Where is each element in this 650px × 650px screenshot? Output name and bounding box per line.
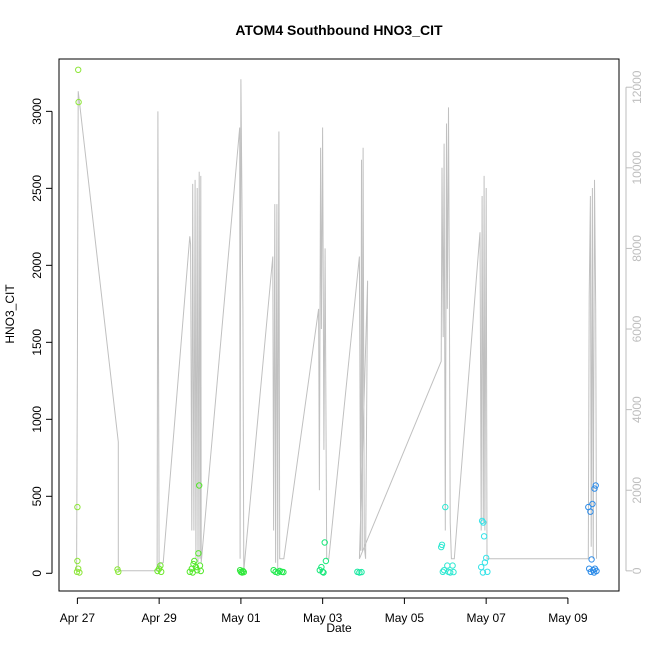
- scatter-point: [189, 569, 196, 576]
- y-axis-label: HNO3_CIT: [3, 284, 17, 344]
- x-tick-label: May 05: [385, 611, 425, 625]
- scatter-point: [240, 568, 248, 576]
- x-tick-label: May 09: [548, 611, 588, 625]
- scatter-point: [74, 503, 81, 511]
- y2-tick-label: 2000: [630, 477, 644, 504]
- y-tick-label: 3000: [30, 98, 44, 125]
- x-tick-label: May 03: [303, 611, 343, 625]
- y-tick-label: 2500: [30, 175, 44, 202]
- y2-tick-label: 4000: [630, 396, 644, 423]
- scatter-point: [483, 554, 490, 562]
- y-tick-label: 2000: [30, 252, 44, 279]
- scatter-point: [197, 567, 205, 575]
- x-axis-label: Date: [326, 621, 352, 635]
- scatter-point: [157, 562, 164, 569]
- x-tick-label: Apr 27: [60, 611, 96, 625]
- y2-tick-label: 8000: [630, 235, 644, 262]
- scatter-point: [75, 565, 82, 572]
- y-tick-label: 500: [30, 486, 44, 506]
- scatter-point: [480, 533, 488, 540]
- scatter-point: [319, 568, 326, 575]
- scatter-point: [322, 557, 330, 565]
- x-tick-label: May 01: [221, 611, 261, 625]
- scatter-point: [484, 568, 491, 575]
- scatter-point: [591, 485, 598, 492]
- scatter-point: [191, 557, 198, 565]
- scatter-point: [481, 559, 489, 566]
- scatter-point: [358, 568, 365, 576]
- y2-tick-label: 6000: [630, 315, 644, 342]
- scatter-point: [478, 517, 486, 525]
- scatter-point: [192, 563, 200, 571]
- y2-tick-label: 10000: [630, 151, 644, 185]
- scatter-point: [76, 569, 83, 576]
- scatter-point: [587, 508, 594, 515]
- scatter-point: [158, 568, 165, 575]
- y2-tick-label: 12000: [630, 70, 644, 104]
- x-tick-label: Apr 29: [141, 611, 177, 625]
- scatter-point: [438, 541, 446, 548]
- scatter-point: [75, 66, 82, 74]
- scatter-point: [593, 567, 600, 575]
- scatter-point: [115, 568, 122, 575]
- scatter-point: [588, 556, 595, 563]
- scatter-point: [480, 519, 487, 526]
- scatter-point: [321, 539, 328, 546]
- scatter-point: [280, 568, 287, 576]
- y-tick-label: 1000: [30, 406, 44, 433]
- scatter-point: [320, 569, 327, 576]
- scatter-point: [479, 569, 487, 576]
- scatter-point: [589, 500, 596, 508]
- y-tick-label: 1500: [30, 329, 44, 356]
- scatter-point: [442, 503, 449, 511]
- y-tick-label: 0: [30, 570, 44, 577]
- x-tick-label: May 07: [466, 611, 506, 625]
- scatter-point: [450, 568, 457, 576]
- scatter-point: [449, 562, 456, 569]
- y2-line-layer: [76, 79, 597, 572]
- scatter-point: [75, 98, 82, 106]
- scatter-point: [447, 569, 454, 576]
- y2-tick-label: 0: [630, 567, 644, 574]
- y2-series-line: [76, 79, 597, 572]
- scatter-point: [196, 482, 203, 489]
- axis-layer: Apr 27 Apr 29 May 01 May 03 May 05 May 07 May …: [30, 70, 644, 625]
- chart-title: ATOM4 Southbound HNO3_CIT: [235, 22, 443, 38]
- scatter-point: [592, 482, 599, 489]
- scatter-point: [239, 567, 247, 575]
- scatter-point: [74, 557, 81, 565]
- scatter-point: [195, 550, 202, 557]
- plot-frame: [58, 58, 620, 592]
- point-layer: [73, 66, 600, 576]
